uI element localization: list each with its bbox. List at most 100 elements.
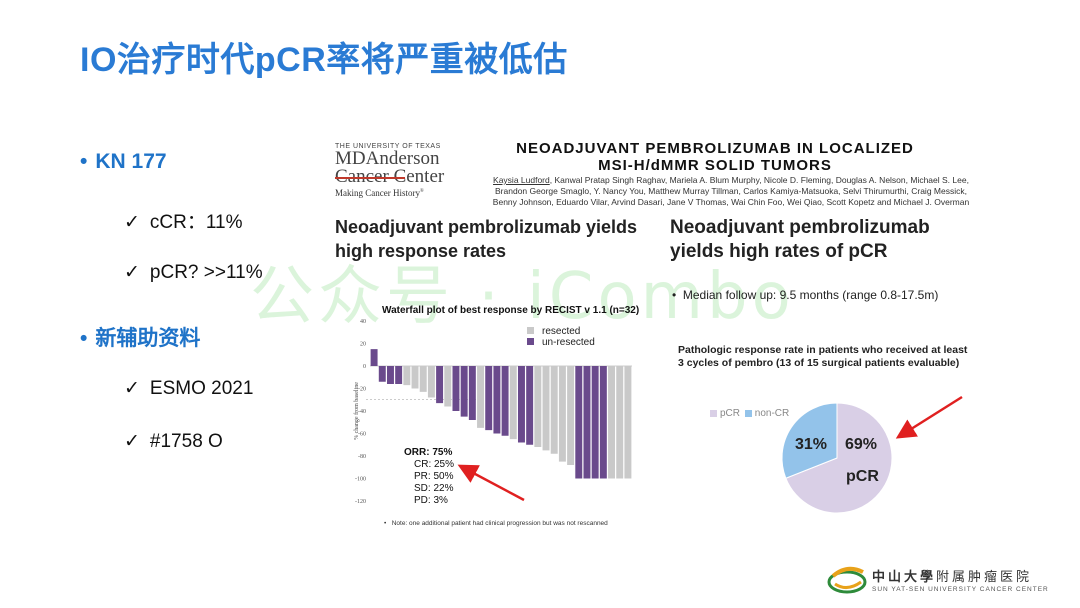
note-text: Note: one additional patient had clinica… (391, 520, 608, 527)
right-heading: Neoadjuvant pembrolizumab yields high ra… (670, 216, 930, 264)
waterfall-bar (493, 366, 501, 434)
y-axis-label: % change from baseline (353, 382, 360, 440)
logo-name-en: SUN YAT-SEN UNIVERSITY CANCER CENTER (872, 586, 1049, 593)
legend-swatch-unresected (527, 338, 534, 345)
waterfall-bar (567, 366, 575, 465)
waterfall-bar (517, 366, 525, 443)
waterfall-bar (599, 366, 607, 479)
pie-slice-pcr (785, 402, 893, 514)
y-tick-label: -40 (358, 409, 366, 415)
pie-label-pcr: 69% (845, 436, 878, 453)
sub-bullet: ✓ #1758 O (124, 430, 223, 453)
waterfall-bar (591, 366, 599, 479)
pie-title-line: Pathologic response rate in patients who… (678, 344, 968, 356)
waterfall-bar (485, 366, 493, 431)
waterfall-title: Waterfall plot of best response by RECIS… (382, 305, 640, 316)
checkmark-icon: ✓ (124, 262, 140, 283)
bullet-label: 新辅助资料 (95, 327, 201, 350)
paper-title: NEOADJUVANT PEMBROLIZUMAB IN LOCALIZED M… (480, 140, 950, 174)
waterfall-bar (501, 366, 509, 436)
logo-name: MDAnderson (335, 148, 440, 169)
y-tick-label: -100 (355, 477, 366, 483)
waterfall-bar (403, 366, 411, 386)
logo-name-bold: 中山大學 (872, 570, 937, 585)
pie-slice-noncr (781, 402, 838, 479)
waterfall-bar (608, 366, 616, 479)
waterfall-bar (558, 366, 566, 462)
waterfall-bar (395, 366, 403, 384)
legend-swatch-pcr (710, 409, 717, 417)
logo-cancer: Cancer (335, 166, 389, 187)
tagline-text: Making Cancer History (335, 188, 420, 198)
checkmark-icon: ✓ (124, 212, 140, 233)
waterfall-chart: 40 20 0 -20 -40 -60 -80 -100 -120 % change from b… (353, 319, 632, 505)
y-tick-label: -20 (358, 387, 366, 393)
waterfall-note: • Note: one additional patient had clini… (384, 520, 608, 527)
sub-bullet-text: #1758 O (149, 431, 223, 452)
waterfall-bar (583, 366, 591, 479)
waterfall-bar (624, 366, 632, 479)
tagline-mark: ® (419, 189, 424, 194)
orr-line: ORR: 75% (404, 447, 453, 458)
waterfall-legend: resected un-resected (527, 326, 595, 348)
pie-label-noncr: 31% (795, 436, 828, 453)
followup-text: • Median follow up: 9.5 months (range 0.… (672, 288, 938, 302)
legend-swatch-resected (527, 327, 534, 334)
bullet-kn177: • KN 177 (80, 150, 167, 173)
waterfall-bar (542, 366, 550, 451)
slide-title: IO治疗时代pCR率将严重被低估 (80, 41, 568, 79)
orr-line: PR: 50% (414, 471, 454, 482)
logo-cancer-center: Cancer Center (335, 166, 475, 187)
bullet-neoadjuvant: • 新辅助资料 (80, 327, 201, 350)
y-tick-label: 20 (360, 342, 366, 348)
waterfall-bar (452, 366, 460, 411)
waterfall-bar (575, 366, 583, 479)
pie-legend: pCR non-CR (710, 408, 789, 419)
left-heading: Neoadjuvant pembrolizumab yields high re… (335, 215, 637, 263)
pie-legend-noncr: non-CR (754, 408, 790, 419)
legend-unresected: un-resected (542, 337, 595, 348)
pie-title: Pathologic response rate in patients who… (678, 344, 967, 370)
authors-rest: , Kanwal Pratap Singh Raghav, Mariela A.… (492, 175, 970, 207)
logo-line: THE UNIVERSITY OF TEXAS (335, 143, 441, 150)
orr-summary: ORR: 75% CR: 25% PR: 50% SD: 22% PD: 3% (404, 447, 454, 507)
logo-tagline: Making Cancer History® (335, 188, 475, 198)
orr-line: PD: 3% (414, 495, 448, 506)
pie-title-line: 3 cycles of pembro (13 of 15 surgical pa… (678, 357, 960, 369)
waterfall-bar (616, 366, 624, 479)
y-tick-label: 40 (360, 319, 366, 325)
followup-value: Median follow up: 9.5 months (range 0.8-… (682, 288, 939, 302)
legend-swatch-noncr (744, 409, 752, 417)
waterfall-bar (436, 366, 444, 404)
logo-strike (335, 177, 405, 179)
pie-annotation: pCR (846, 468, 879, 485)
waterfall-bar (378, 366, 386, 382)
waterfall-bar (370, 349, 378, 366)
left-heading-line: high response rates (335, 241, 507, 261)
y-tick-label: 0 (363, 364, 366, 370)
waterfall-bar (477, 366, 485, 428)
left-heading-line: Neoadjuvant pembrolizumab yields (335, 217, 638, 237)
note-bullet: • (384, 520, 387, 527)
legend-resected: resected (542, 326, 581, 337)
y-tick-label: -120 (355, 499, 366, 505)
sub-bullet-text: cCR：11% (149, 212, 243, 233)
waterfall-bar (411, 366, 419, 389)
paper-title-line: NEOADJUVANT PEMBROLIZUMAB IN LOCALIZED (516, 140, 914, 157)
pcr-pie-chart (781, 402, 893, 514)
waterfall-bar (526, 366, 534, 445)
sub-bullet: ✓ cCR：11% (124, 207, 242, 234)
checkmark-icon: ✓ (124, 378, 140, 399)
pie-legend-pcr: pCR (720, 408, 741, 419)
sub-bullet: ✓ pCR? >>11% (124, 261, 263, 284)
sub-bullet-text: pCR? >>11% (149, 262, 263, 283)
right-heading-line: Neoadjuvant pembrolizumab (670, 217, 930, 238)
md-anderson-logo: THE UNIVERSITY OF TEXAS MDAnderson Cance… (335, 143, 475, 198)
right-heading-line: yields high rates of pCR (670, 241, 888, 262)
first-author: Kaysia Ludford (493, 175, 550, 185)
watermark: 公众号 · iCombo (250, 260, 795, 334)
sub-bullet: ✓ ESMO 2021 (124, 377, 253, 400)
waterfall-bar (419, 366, 427, 392)
followup-bullet: • (672, 288, 677, 302)
paper-authors: Kaysia Ludford, Kanwal Pratap Singh Ragh… (486, 175, 976, 208)
